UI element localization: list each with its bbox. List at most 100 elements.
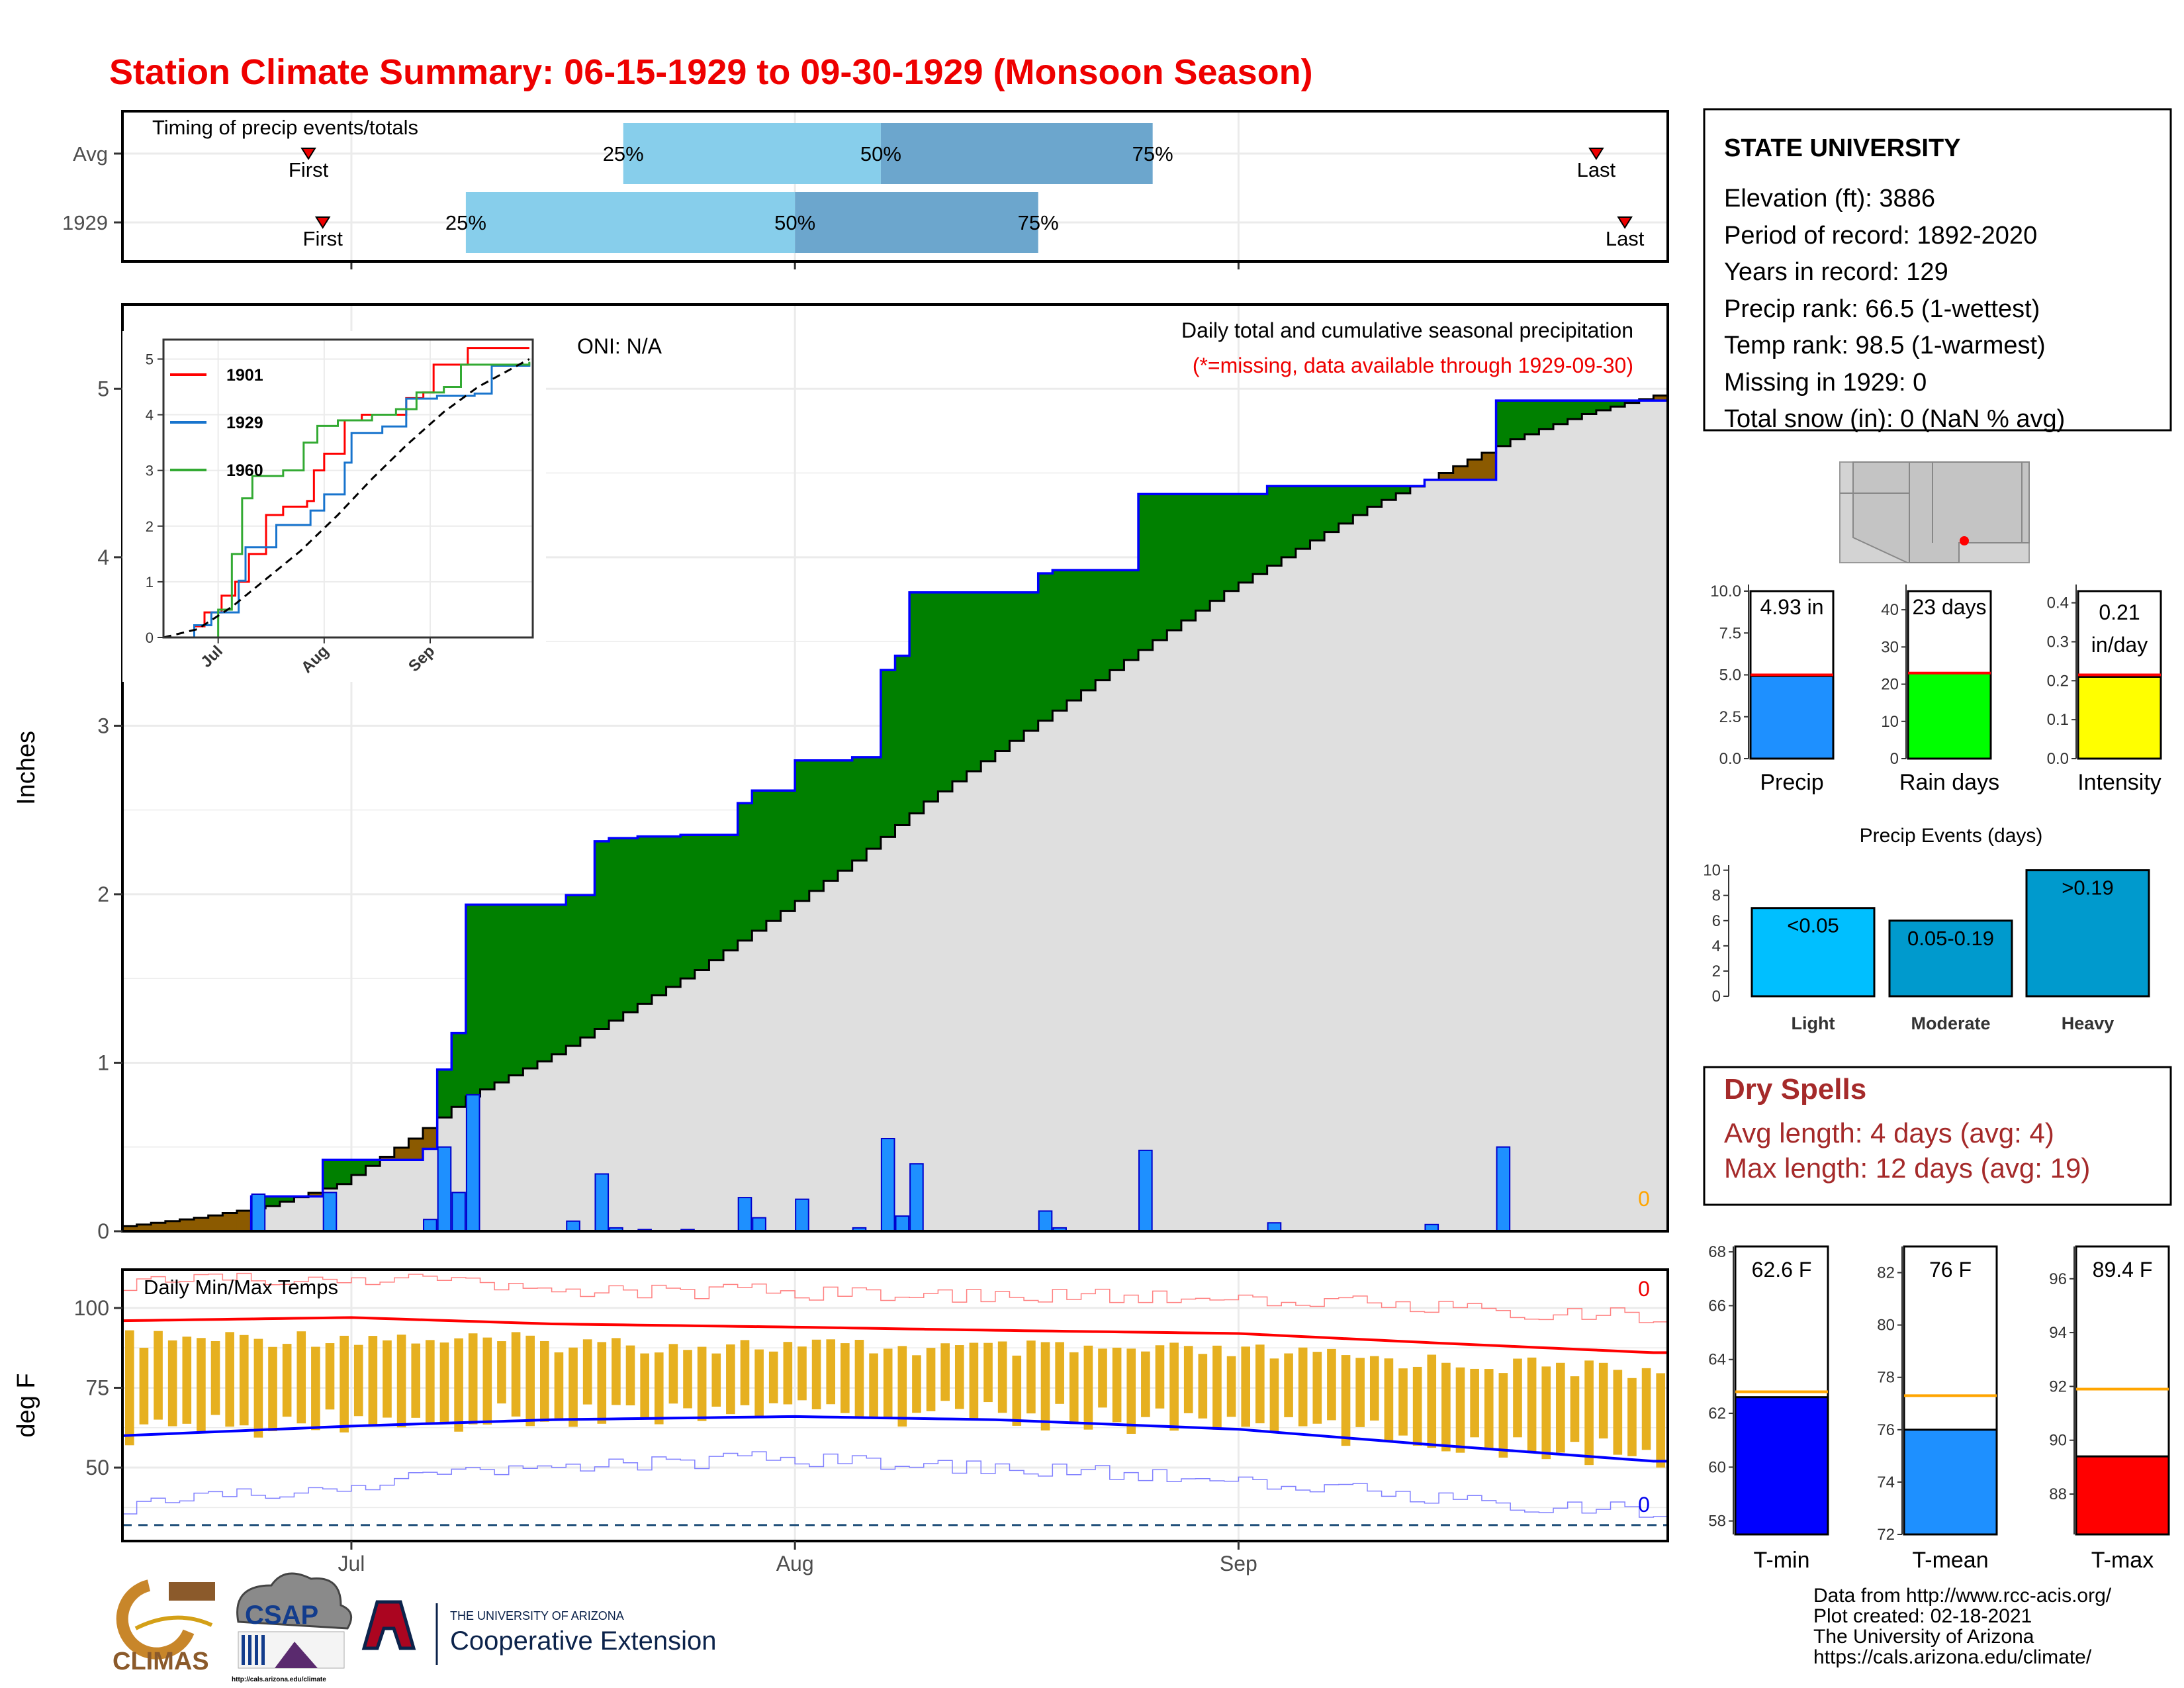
daily-precip-bar bbox=[451, 1192, 466, 1233]
timing-last-marker bbox=[1588, 148, 1604, 160]
inset-legend: 1901 1929 1960 bbox=[170, 366, 263, 480]
daily-temp-bar bbox=[1613, 1370, 1623, 1455]
climas-logo-text: CLIMAS bbox=[113, 1648, 209, 1675]
events-category-label: Light bbox=[1792, 1013, 1835, 1033]
events-title: Precip Events (days) bbox=[1860, 825, 2043, 847]
daily-temp-bar bbox=[926, 1348, 936, 1411]
station-line: Temp rank: 98.5 (1-warmest) bbox=[1724, 332, 2046, 359]
mini-bar-value bbox=[1749, 675, 1835, 760]
events-tick-label: 0 bbox=[1712, 988, 1721, 1006]
daily-temp-bar bbox=[1169, 1342, 1179, 1431]
daily-temp-bar bbox=[740, 1340, 750, 1405]
below-average-band bbox=[1439, 473, 1454, 480]
precip-y-tick-label: 2 bbox=[97, 882, 109, 906]
daily-temp-bar bbox=[1498, 1373, 1508, 1458]
above-average-band bbox=[1539, 400, 1554, 430]
events-category-label: Heavy bbox=[2062, 1013, 2115, 1033]
daily-precip-bar bbox=[566, 1220, 580, 1233]
daily-temp-bar bbox=[1098, 1348, 1107, 1408]
daily-temp-bar bbox=[325, 1343, 335, 1410]
credit-line: Plot created: 02-18-2021 bbox=[1813, 1605, 2032, 1627]
timing-title: Timing of precip events/totals bbox=[152, 116, 418, 139]
above-average-band bbox=[1167, 494, 1182, 631]
mini-bar-tick-label: 2.5 bbox=[1719, 708, 1741, 726]
mini-bar-tick-label: 10.0 bbox=[1710, 583, 1741, 600]
mini-bar-tick-label: 7.5 bbox=[1719, 624, 1741, 642]
station-line: Precip rank: 66.5 (1-wettest) bbox=[1724, 295, 2040, 323]
precip-y-tick-label: 0 bbox=[97, 1219, 109, 1243]
daily-temp-bar bbox=[268, 1346, 277, 1432]
above-average-band bbox=[651, 836, 667, 996]
daily-precip-bar bbox=[1038, 1210, 1053, 1233]
timing-bar-50-75 bbox=[880, 123, 1153, 184]
daily-temp-bar bbox=[554, 1352, 564, 1420]
temp-y-axis: 50 75 100 bbox=[74, 1296, 122, 1479]
daily-temp-bar bbox=[1298, 1347, 1308, 1427]
inset-line-1929 bbox=[163, 363, 531, 639]
daily-temp-bar bbox=[811, 1339, 821, 1409]
daily-temp-bar bbox=[1384, 1358, 1394, 1442]
daily-precip-bar bbox=[1496, 1146, 1511, 1233]
above-average-band bbox=[1267, 486, 1282, 566]
above-average-band bbox=[623, 838, 638, 1013]
mini-bar-tick-label: 0.0 bbox=[2047, 750, 2069, 768]
above-average-band bbox=[1567, 400, 1582, 420]
above-average-band bbox=[465, 904, 481, 1097]
precip-y-tick-label: 3 bbox=[97, 714, 109, 737]
temp-summary-value bbox=[1734, 1396, 1829, 1536]
above-average-band bbox=[279, 1196, 295, 1202]
inset-y-axis: 0 1 2 3 4 5 bbox=[146, 351, 163, 646]
daily-precip-bar bbox=[752, 1217, 766, 1232]
daily-temp-bar bbox=[1641, 1368, 1651, 1450]
daily-temp-bar bbox=[383, 1340, 392, 1418]
x-tick-label: Sep bbox=[1220, 1552, 1257, 1575]
csap-logo: CSAP http://cals.arizona.edu/climate bbox=[232, 1572, 353, 1683]
above-average-band bbox=[1610, 400, 1625, 407]
events-tick-label: 10 bbox=[1703, 862, 1721, 880]
below-average-band bbox=[222, 1213, 238, 1231]
temp-summary-tick-label: 68 bbox=[1708, 1243, 1726, 1261]
daily-precip-bar bbox=[594, 1173, 610, 1233]
temp-summary-chart: 88 90 92 94 96 89.4 F T-max bbox=[2049, 1245, 2170, 1573]
timing-last-label: Last bbox=[1606, 227, 1645, 250]
above-average-band bbox=[1510, 400, 1525, 440]
daily-temp-bar bbox=[154, 1331, 163, 1420]
temp-summary-tick-label: 88 bbox=[2049, 1485, 2067, 1503]
precip-events-chart: Precip Events (days) 0 2 4 6 8 10 <0.05 Light 0.0… bbox=[1703, 825, 2150, 1033]
daily-temp-bar bbox=[1126, 1348, 1136, 1434]
daily-temp-bar bbox=[883, 1348, 893, 1418]
timing-panel: 25% 50% 75% First Last 25% 50% 75% First Last Tim… bbox=[62, 110, 1669, 269]
timing-panel-border bbox=[121, 110, 1669, 263]
above-average-band bbox=[909, 592, 925, 814]
ua-logo: THE UNIVERSITY OF ARIZONA Cooperative Ex… bbox=[361, 1600, 716, 1665]
record-max-line bbox=[122, 1272, 1668, 1323]
above-average-band bbox=[1396, 486, 1411, 494]
daily-temp-bar bbox=[340, 1335, 349, 1432]
below-average-band bbox=[194, 1217, 209, 1231]
mini-bar-label: Rain days bbox=[1899, 770, 1999, 795]
temp-summary-label: T-min bbox=[1754, 1548, 1810, 1573]
temp-summary-value-text: 62.6 F bbox=[1752, 1258, 1812, 1282]
temp-summary-label: T-mean bbox=[1912, 1548, 1988, 1573]
temp-summary-tick-label: 58 bbox=[1708, 1513, 1726, 1530]
above-average-band bbox=[880, 670, 895, 837]
daily-temp-bar bbox=[1412, 1366, 1422, 1446]
daily-temp-bar bbox=[1183, 1346, 1193, 1413]
daily-precip-bar bbox=[322, 1192, 338, 1233]
above-average-band bbox=[480, 904, 495, 1090]
daily-temp-bar bbox=[282, 1344, 292, 1417]
above-average-band bbox=[1138, 494, 1154, 650]
daily-temp-bar bbox=[411, 1343, 421, 1418]
events-category-label: Moderate bbox=[1911, 1013, 1990, 1033]
daily-temp-bar bbox=[969, 1342, 979, 1421]
record-min-line bbox=[122, 1451, 1668, 1518]
daily-temp-bar bbox=[1369, 1356, 1379, 1421]
mini-bar-label: Intensity bbox=[2077, 770, 2161, 795]
daily-temp-bar bbox=[426, 1340, 435, 1423]
temp-summary-tick-label: 78 bbox=[1877, 1369, 1895, 1387]
above-average-band bbox=[981, 592, 996, 761]
timing-first-marker bbox=[314, 216, 331, 229]
x-tick-label: Aug bbox=[776, 1552, 814, 1575]
below-average-band bbox=[165, 1221, 180, 1231]
above-average-band bbox=[1524, 400, 1539, 434]
